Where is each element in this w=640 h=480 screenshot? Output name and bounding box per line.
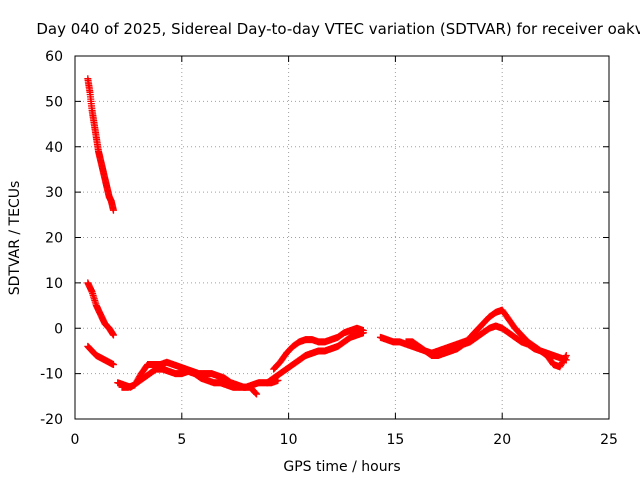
y-tick-label: -10 <box>40 367 63 383</box>
grid <box>75 56 609 419</box>
data-point <box>109 361 117 369</box>
x-tick-label: 20 <box>493 432 511 448</box>
y-tick-label: 20 <box>45 231 63 247</box>
y-tick-label: 0 <box>54 321 63 337</box>
y-tick-label: 10 <box>45 276 63 292</box>
chart-title: Day 040 of 2025, Sidereal Day-to-day VTE… <box>36 20 640 38</box>
data-marks <box>84 75 570 398</box>
data-point <box>359 327 367 335</box>
x-axis-label: GPS time / hours <box>283 459 400 475</box>
series-track-7 <box>270 324 367 373</box>
x-tick-label: 0 <box>71 432 80 448</box>
x-tick-label: 10 <box>280 432 298 448</box>
y-tick-label: 40 <box>45 140 63 156</box>
series-track-10 <box>466 306 570 371</box>
y-tick-label: -20 <box>40 412 63 428</box>
x-tick-label: 15 <box>386 432 404 448</box>
series-track-5 <box>118 358 261 398</box>
series-track-1 <box>84 75 117 214</box>
y-tick-label: 30 <box>45 185 63 201</box>
series-track-2 <box>84 279 117 339</box>
data-point <box>109 331 117 339</box>
data-point <box>561 353 569 361</box>
y-axis-label: SDTVAR / TECUs <box>7 181 23 296</box>
data-point <box>252 389 260 397</box>
y-tick-label: 60 <box>45 49 63 65</box>
data-point <box>109 206 117 214</box>
series-track-6 <box>263 329 367 387</box>
data-point <box>253 390 261 398</box>
y-tick-label: 50 <box>45 94 63 110</box>
series-track-3 <box>84 342 117 369</box>
x-tick-label: 25 <box>600 432 618 448</box>
axis-ticks: 0 5 10 15 20 25 -20 -10 0 10 20 30 40 50 60 <box>40 49 618 448</box>
x-tick-label: 5 <box>177 432 186 448</box>
data-point <box>562 351 570 359</box>
